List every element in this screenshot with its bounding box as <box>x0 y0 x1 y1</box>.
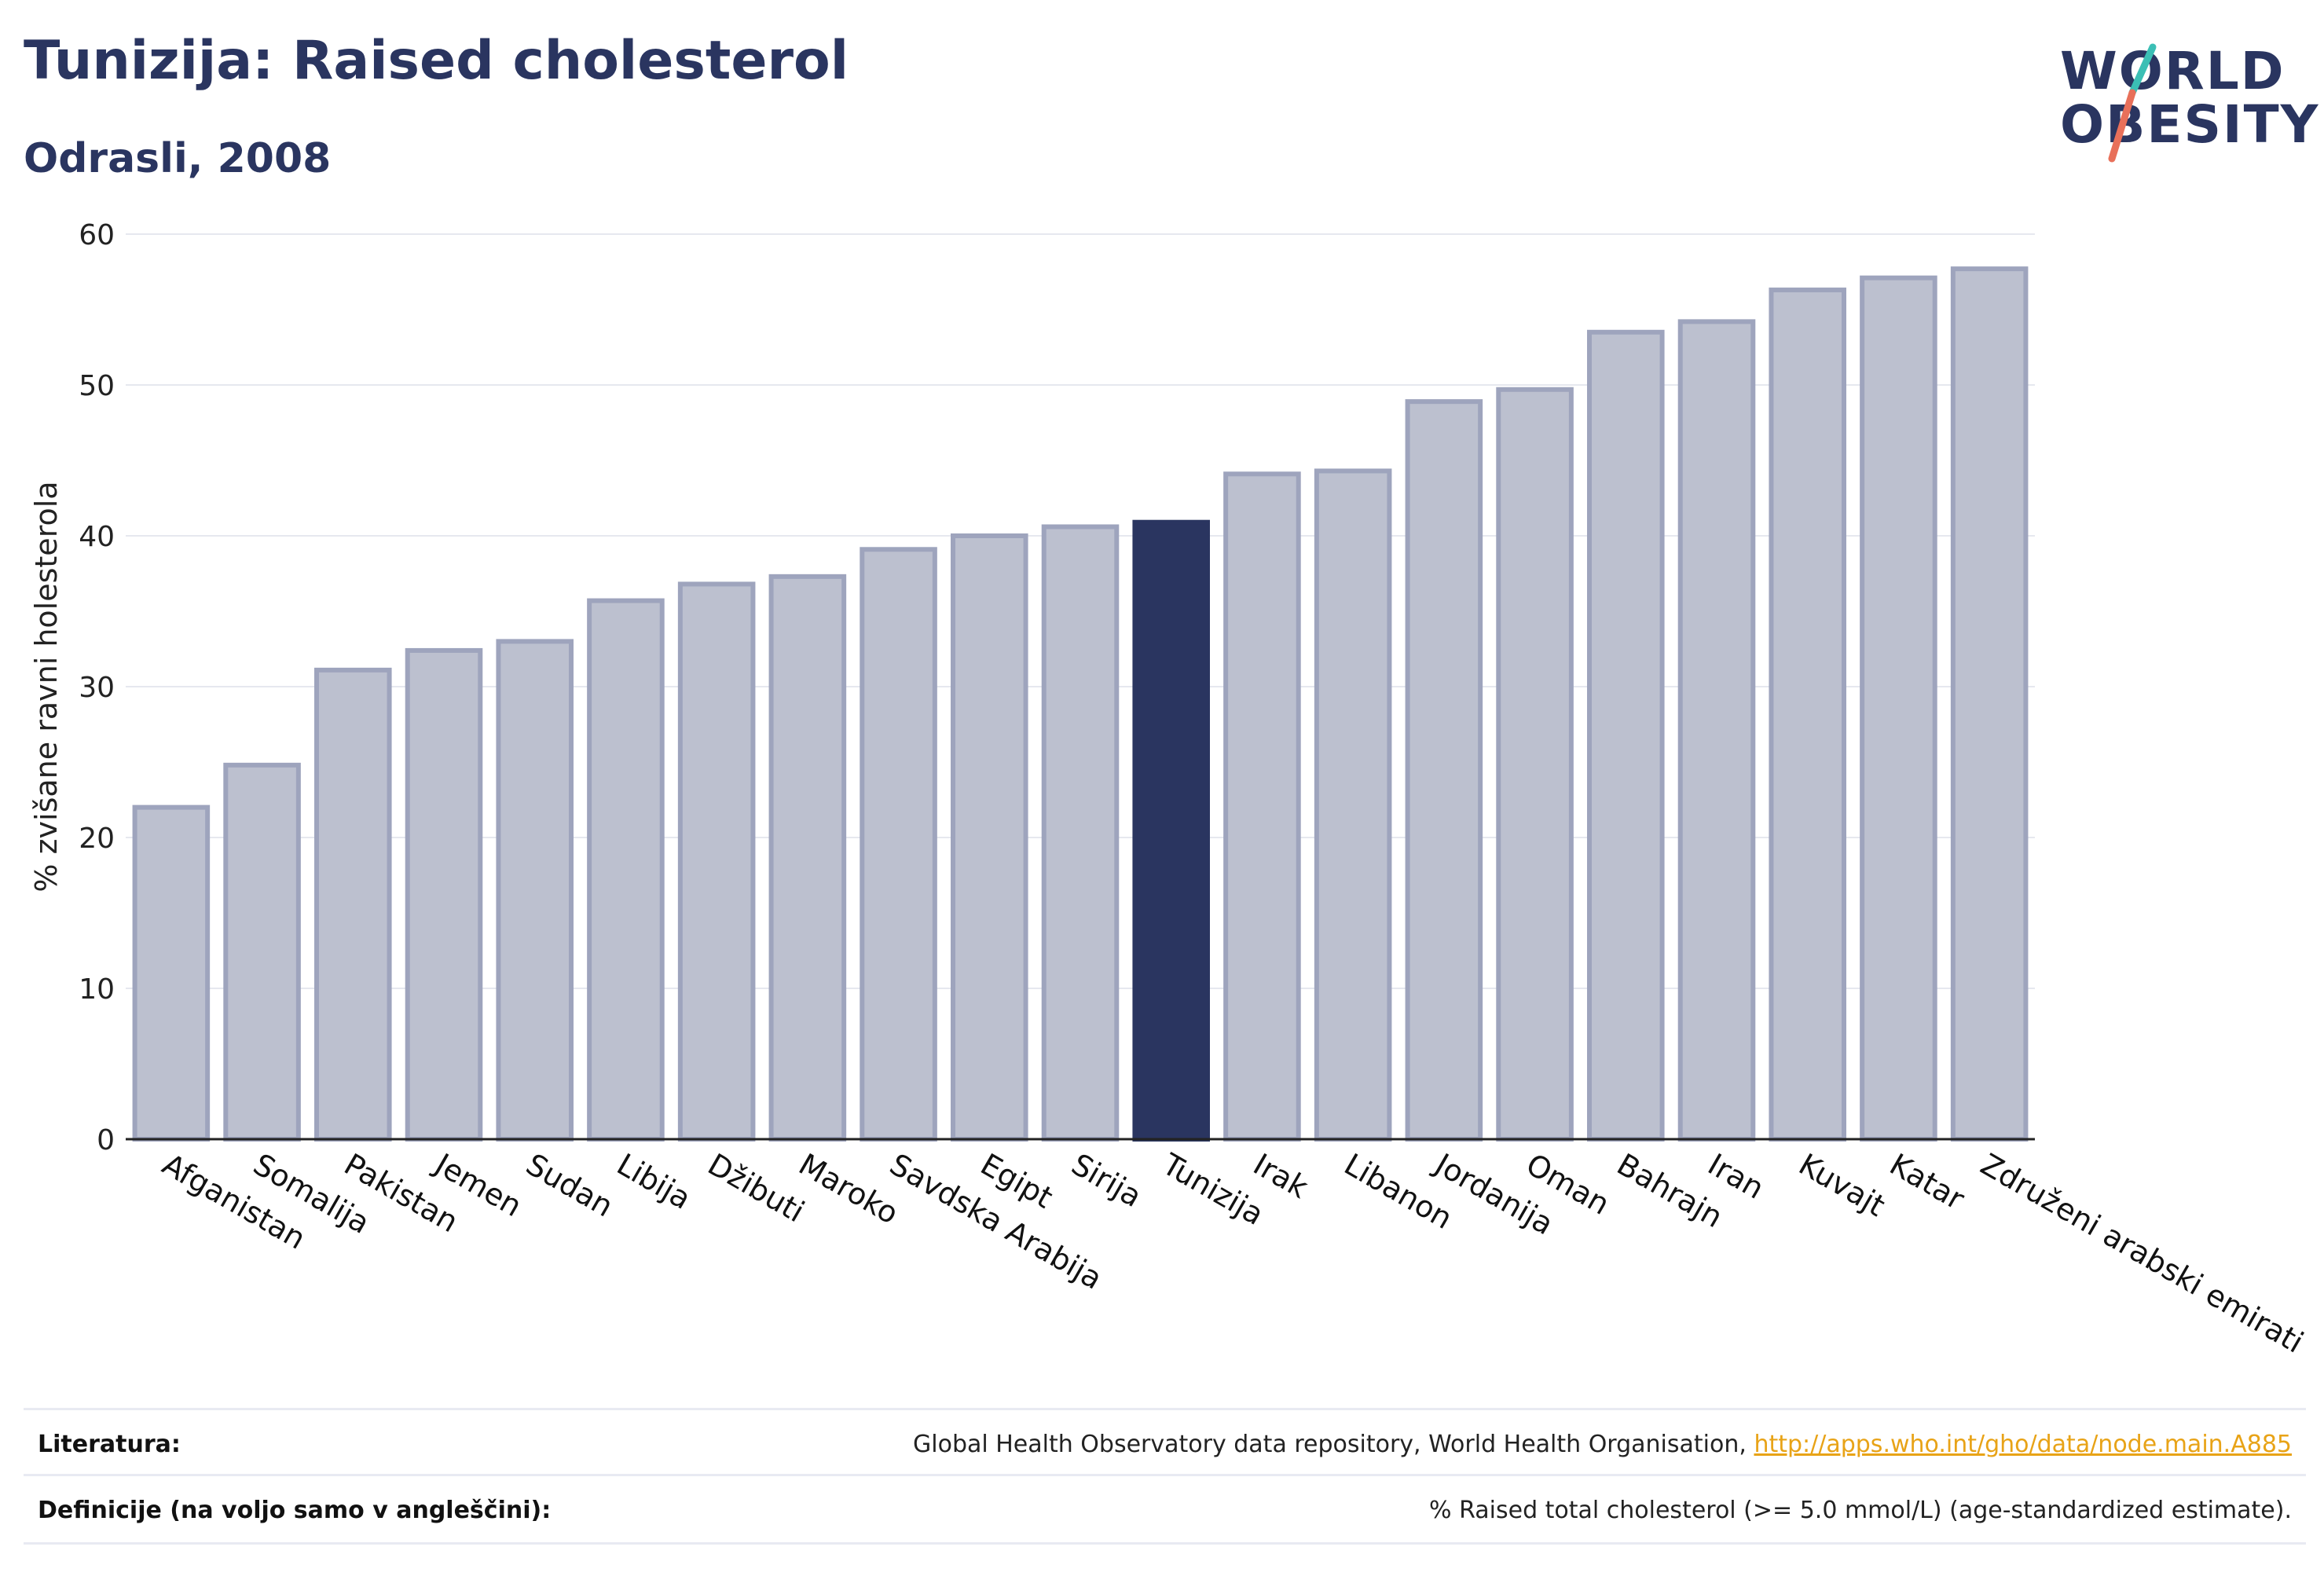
logo-line1: WORLD <box>2060 41 2286 101</box>
bar-9 <box>860 547 937 1142</box>
footer-definition-row: Definicije (na voljo samo v angleščini):… <box>24 1474 2306 1545</box>
bar-chart: 0 10 20 30 40 50 60 % zvišane ravni holesterola… <box>29 219 2310 1360</box>
bar-19 <box>1769 288 1846 1142</box>
x-tick-label: Maroko <box>793 1147 904 1231</box>
bar-21 <box>1950 266 2029 1142</box>
bar-11 <box>1041 524 1120 1142</box>
bar-7 <box>677 581 756 1142</box>
logo-line2: OBESITY <box>2060 94 2320 155</box>
x-tick-label: Katar <box>1884 1147 1970 1217</box>
source-label: Literatura: <box>38 1431 181 1458</box>
chart-subtitle: Odrasli, 2008 <box>24 135 332 182</box>
bar-20 <box>1860 275 1937 1142</box>
bar-13 <box>1223 471 1301 1142</box>
definition-value: % Raised total cholesterol (>= 5.0 mmol/… <box>1429 1497 2292 1524</box>
source-text: Global Health Observatory data repositor… <box>913 1431 1754 1458</box>
x-tick-label: Sudan <box>520 1147 619 1224</box>
bar-2 <box>223 762 301 1142</box>
definition-label: Definicije (na voljo samo v angleščini): <box>38 1497 552 1524</box>
bar-12 <box>1132 519 1211 1142</box>
y-tick-label: 60 <box>79 219 115 251</box>
bar-8 <box>768 574 847 1142</box>
x-tick-label: Tunizija <box>1156 1146 1270 1232</box>
bar-4 <box>405 647 483 1142</box>
x-tick-label: Kuvajt <box>1793 1147 1890 1223</box>
x-tick-label: Združeni arabski emirati <box>1975 1147 2310 1360</box>
bar-3 <box>314 667 392 1142</box>
bar-16 <box>1496 387 1574 1142</box>
y-tick-label: 50 <box>79 370 115 402</box>
bar-5 <box>496 639 574 1142</box>
bar-14 <box>1314 468 1392 1142</box>
bar-15 <box>1405 399 1483 1142</box>
source-link[interactable]: http://apps.who.int/gho/data/node.main.A… <box>1754 1431 2292 1458</box>
y-tick-label: 30 <box>79 672 115 704</box>
x-tick-label: Bahrajn <box>1611 1147 1728 1235</box>
chart-title: Tunizija: Raised cholesterol <box>24 30 849 92</box>
x-tick-label: Džibuti <box>702 1147 811 1230</box>
bar-17 <box>1587 329 1665 1142</box>
bar-10 <box>951 533 1028 1142</box>
y-tick-label: 20 <box>79 823 115 855</box>
world-obesity-logo: WORLD OBESITY <box>2051 31 2318 165</box>
x-tick-label: Sirija <box>1066 1147 1148 1214</box>
bar-18 <box>1677 319 1756 1142</box>
y-axis-label: % zvišane ravni holesterola <box>29 481 64 892</box>
y-tick-label: 40 <box>79 521 115 553</box>
y-tick-label: 0 <box>97 1124 115 1156</box>
footer-source-row: Literatura: Global Health Observatory da… <box>24 1408 2306 1476</box>
bar-6 <box>587 598 665 1142</box>
logo-slash-icon <box>2108 43 2157 163</box>
y-tick-label: 10 <box>79 973 115 1006</box>
source-value: Global Health Observatory data repositor… <box>913 1431 2292 1458</box>
bar-1 <box>132 804 211 1142</box>
x-tick-label: Libija <box>611 1147 697 1216</box>
